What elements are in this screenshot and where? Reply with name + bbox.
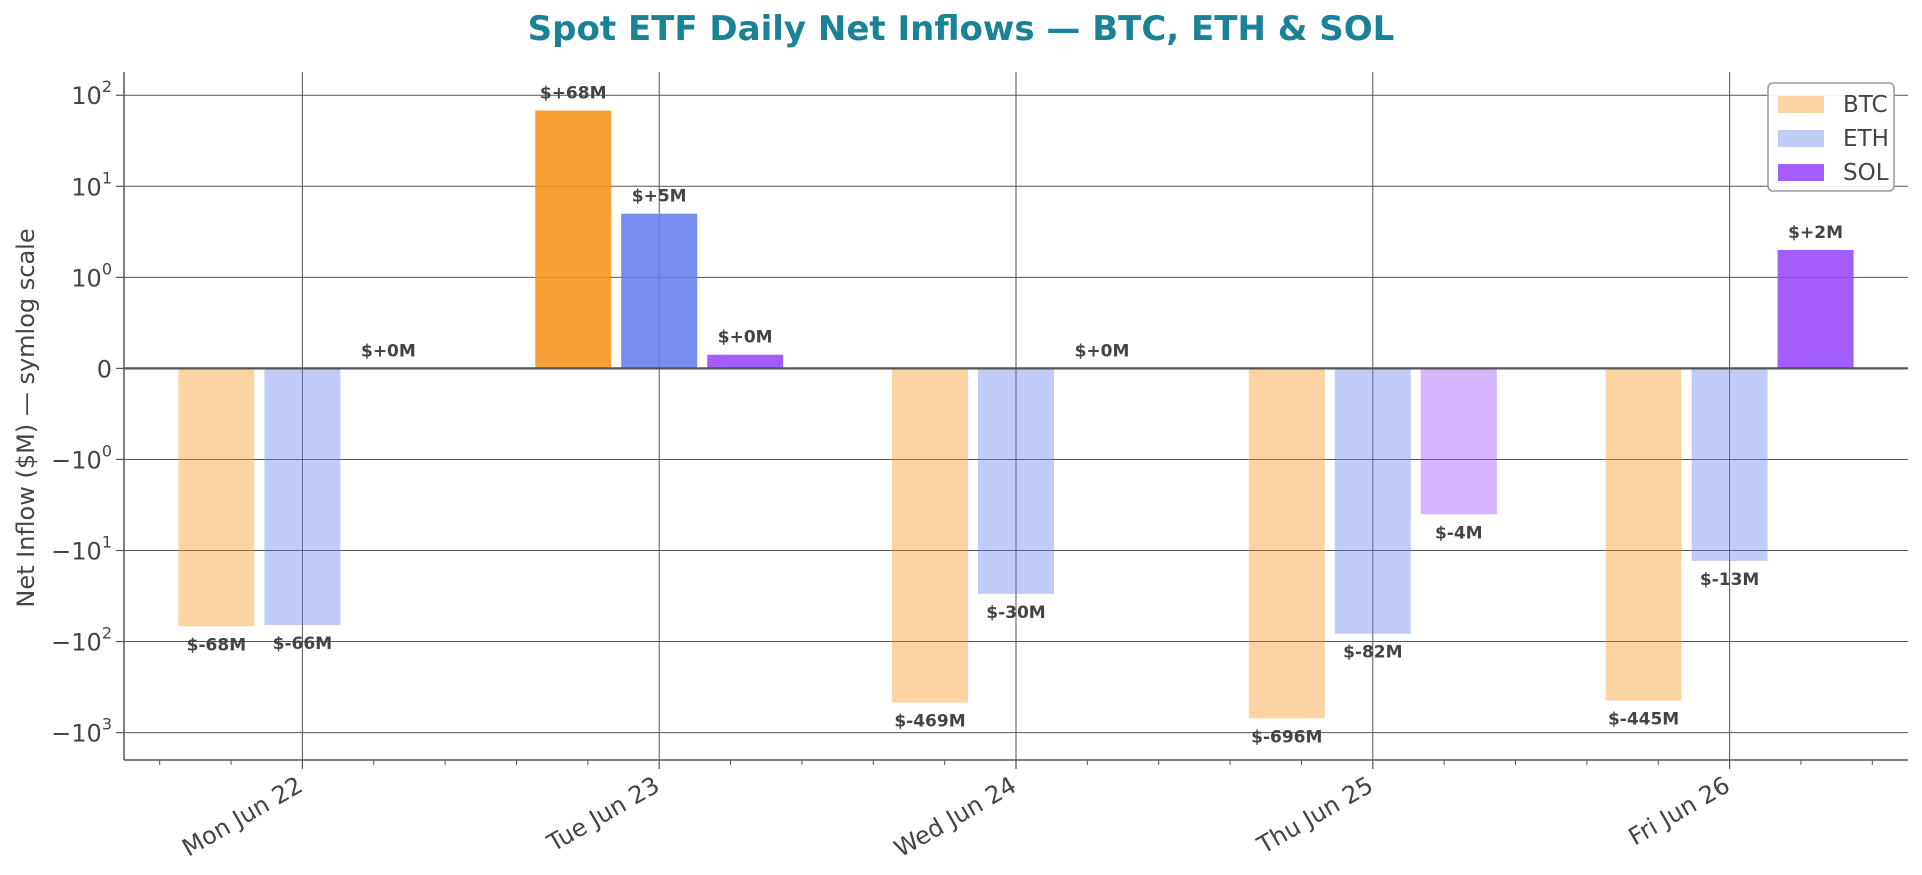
legend-label-btc: BTC [1843, 92, 1888, 118]
bar-btc [1248, 368, 1325, 719]
legend-label-sol: SOL [1843, 160, 1889, 186]
y-tick-label: −101 [51, 532, 112, 565]
labels-layer: $-68M $+68M $-469M $-696M $-445M $-66M $+5M $-3… [187, 83, 1843, 747]
bar-btc [892, 368, 968, 703]
data-label: $-68M [187, 635, 246, 655]
chart-title: Spot ETF Daily Net Inflows — BTC, ETH & … [528, 9, 1395, 49]
bar-eth [621, 213, 698, 369]
data-label: $-82M [1343, 643, 1402, 663]
data-label: $-13M [1700, 570, 1759, 590]
y-tick-exponent: 0 [102, 259, 112, 278]
y-tick-exponent: 2 [102, 77, 112, 96]
y-tick-base: 10 [71, 173, 102, 201]
y-tick-exponent: 1 [102, 532, 112, 551]
y-tick-label: −100 [51, 441, 112, 474]
x-tick-label: Tue Jun 23 [542, 771, 665, 858]
y-tick-base: −10 [51, 446, 102, 474]
data-label: $+0M [718, 328, 773, 348]
data-label: $+2M [1788, 223, 1843, 243]
data-label: $+5M [632, 187, 687, 207]
x-tick-label: Mon Jun 22 [177, 771, 307, 862]
y-tick-label: 100 [71, 259, 112, 292]
bar-btc [1605, 368, 1682, 701]
bar-eth [978, 368, 1054, 594]
y-tick-base: −10 [51, 720, 102, 748]
data-label: $-469M [894, 712, 965, 732]
y-tick-label: 102 [71, 77, 112, 110]
y-tick-exponent: 0 [102, 441, 112, 460]
y-tick-label: −103 [51, 715, 112, 748]
data-label: $+0M [1075, 341, 1130, 361]
legend-label-eth: ETH [1843, 126, 1889, 152]
legend: BTC ETH SOL [1767, 82, 1895, 192]
bar-eth [264, 368, 341, 626]
data-label: $-66M [273, 634, 332, 654]
data-label: $+0M [361, 341, 416, 361]
y-tick-base: −10 [51, 629, 102, 657]
y-tick-base: 10 [71, 264, 102, 292]
data-label: $+68M [540, 83, 607, 103]
legend-swatch-sol [1778, 164, 1824, 181]
y-tick-label: −102 [51, 624, 112, 657]
bar-eth [1691, 368, 1768, 561]
bar-sol [1420, 368, 1497, 515]
bars-layer [178, 110, 1854, 719]
data-label: $-445M [1608, 710, 1679, 730]
y-tick-exponent: 2 [102, 624, 112, 643]
y-tick-exponent: 1 [102, 168, 112, 187]
y-tick-base: 10 [71, 82, 102, 110]
x-tick-label: Thu Jun 25 [1252, 771, 1378, 860]
x-tick-label: Wed Jun 24 [890, 771, 1021, 863]
y-tick-base: −10 [51, 537, 102, 565]
grid-layer [124, 72, 1908, 760]
y-tick-label: 0 [97, 355, 112, 383]
bar-btc [178, 368, 255, 627]
bar-sol [1777, 249, 1854, 369]
y-tick-base: 0 [97, 355, 112, 383]
legend-swatch-eth [1778, 130, 1824, 147]
y-axis-label: Net Inflow ($M) — symlog scale [12, 228, 40, 607]
legend-swatch-btc [1778, 96, 1824, 113]
data-label: $-696M [1251, 727, 1322, 747]
x-tick-label: Fri Jun 26 [1624, 771, 1735, 851]
data-label: $-4M [1435, 523, 1483, 543]
data-label: $-30M [986, 603, 1045, 623]
y-tick-label: 101 [71, 168, 112, 201]
bar-eth [1334, 368, 1411, 634]
y-tick-exponent: 3 [102, 715, 112, 734]
bar-btc [535, 110, 612, 369]
bar-sol [707, 354, 784, 369]
